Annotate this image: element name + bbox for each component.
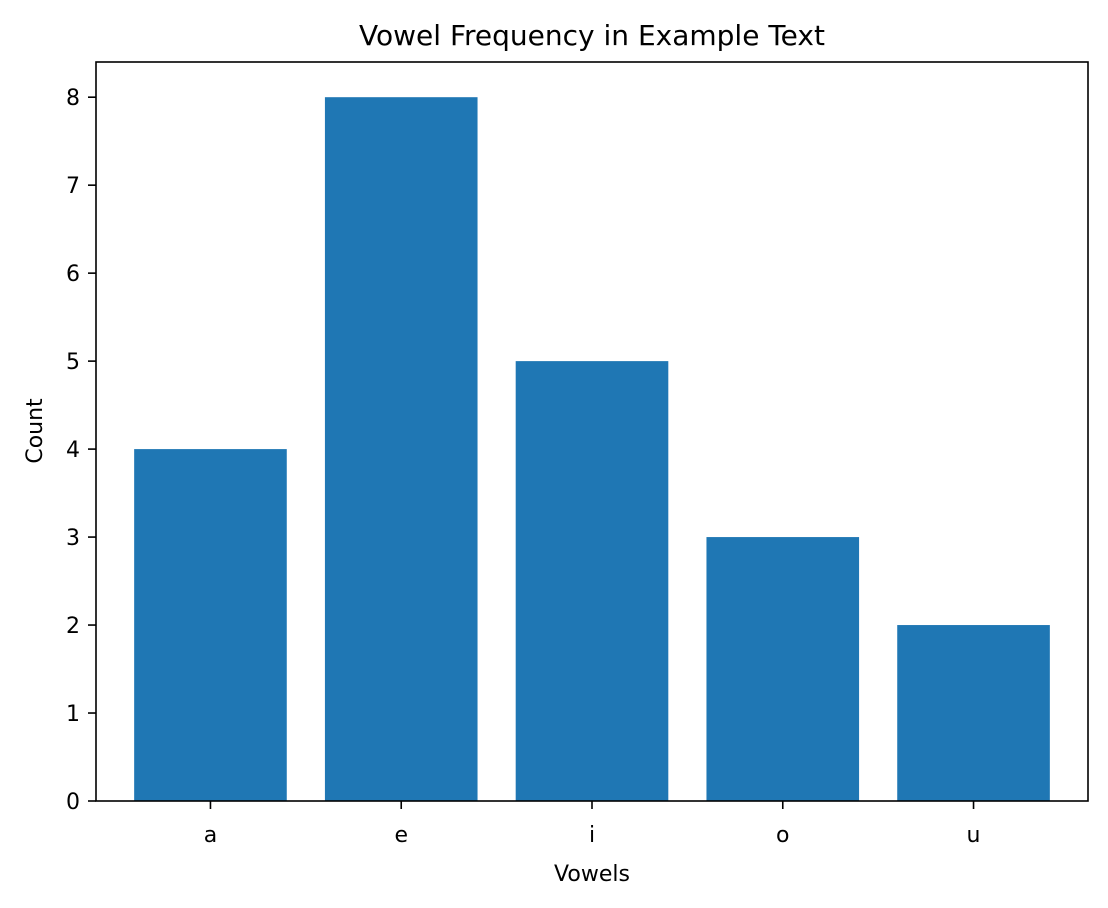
x-axis-label: Vowels bbox=[554, 862, 630, 887]
y-axis-ticks: 0 1 2 3 4 5 6 7 8 bbox=[66, 86, 96, 815]
y-tick-label: 8 bbox=[66, 86, 80, 111]
x-tick-label: a bbox=[204, 823, 217, 848]
y-axis-label: Count bbox=[23, 398, 48, 464]
y-tick-label: 2 bbox=[66, 614, 80, 639]
bar-o bbox=[706, 537, 860, 801]
bar-a bbox=[134, 449, 287, 801]
y-tick-label: 7 bbox=[66, 174, 80, 199]
y-tick-label: 4 bbox=[66, 438, 80, 463]
chart-title: Vowel Frequency in Example Text bbox=[359, 19, 825, 52]
y-tick-label: 0 bbox=[66, 790, 80, 815]
y-tick-label: 3 bbox=[66, 526, 80, 551]
bar-i bbox=[515, 361, 669, 801]
y-tick-label: 6 bbox=[66, 262, 80, 287]
bars-group bbox=[134, 97, 1050, 801]
x-tick-label: i bbox=[589, 823, 595, 848]
plot-frame bbox=[95, 61, 1089, 802]
bar-u bbox=[897, 625, 1050, 801]
x-tick-label: u bbox=[967, 823, 981, 848]
bar-e bbox=[324, 97, 478, 801]
y-tick-label: 5 bbox=[66, 350, 80, 375]
x-tick-label: o bbox=[776, 823, 789, 848]
y-tick-label: 1 bbox=[66, 702, 80, 727]
x-tick-label: e bbox=[394, 823, 408, 848]
